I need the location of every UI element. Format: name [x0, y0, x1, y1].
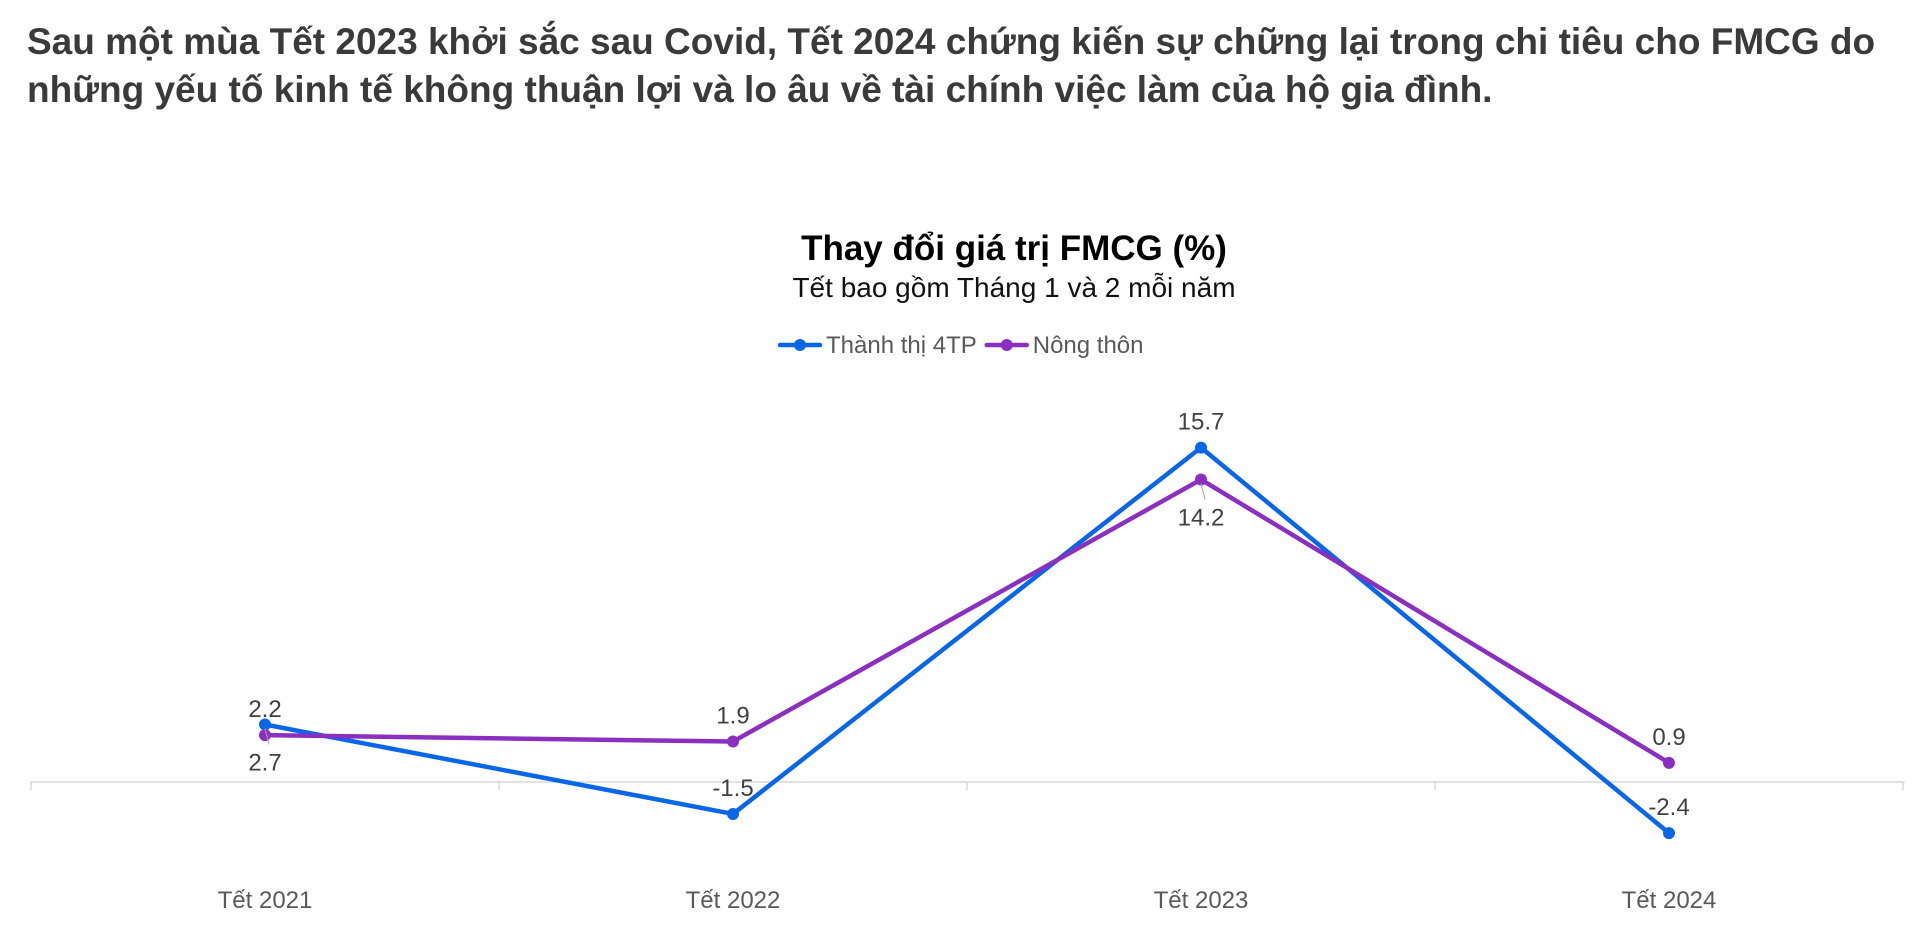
data-point: [259, 729, 271, 742]
data-point: [727, 735, 739, 748]
x-tick-label: Tết 2022: [686, 887, 781, 914]
data-point: [1663, 827, 1675, 840]
data-label: -1.5: [712, 775, 753, 802]
x-tick-label: Tết 2023: [1154, 887, 1249, 914]
series-line-2: [262, 477, 1672, 766]
series-line-1: [262, 445, 1672, 836]
data-label: 1.9: [716, 703, 749, 730]
legend: Thành thị 4TP Nông thôn: [777, 332, 1144, 359]
label-leader-line: [264, 728, 270, 745]
data-point: [727, 807, 739, 820]
data-label: 2.7: [248, 749, 281, 776]
chart-title: Thay đổi giá trị FMCG (%): [801, 229, 1227, 268]
x-tick-label: Tết 2024: [1622, 887, 1717, 914]
data-point: [1195, 441, 1207, 454]
series-layer: [259, 441, 1675, 840]
x-tick-label: Tết 2021: [218, 887, 313, 914]
data-label: 15.7: [1178, 409, 1225, 436]
data-label: 14.2: [1178, 505, 1225, 532]
chart-subtitle: Tết bao gồm Tháng 1 và 2 mỗi năm: [792, 272, 1235, 303]
data-labels: 2.7 -1.5 15.7 -2.4 2.2 1.9 14.2 0.9: [248, 409, 1689, 822]
data-label: 0.9: [1652, 724, 1685, 751]
legend-label: Thành thị 4TP: [826, 332, 977, 359]
x-axis: Tết 2021 Tết 2022 Tết 2023 Tết 2024: [30, 781, 1905, 914]
legend-marker: [1000, 339, 1013, 351]
legend-label: Nông thôn: [1033, 332, 1144, 359]
data-point: [1195, 473, 1207, 486]
data-label: 2.2: [248, 696, 281, 723]
legend-marker: [794, 339, 806, 351]
data-point: [259, 718, 271, 731]
headline: Sau một mùa Tết 2023 khởi sắc sau Covid,…: [27, 21, 1876, 110]
data-point: [1663, 756, 1675, 769]
data-label: -2.4: [1648, 794, 1689, 821]
label-leader-line: [1200, 483, 1206, 500]
